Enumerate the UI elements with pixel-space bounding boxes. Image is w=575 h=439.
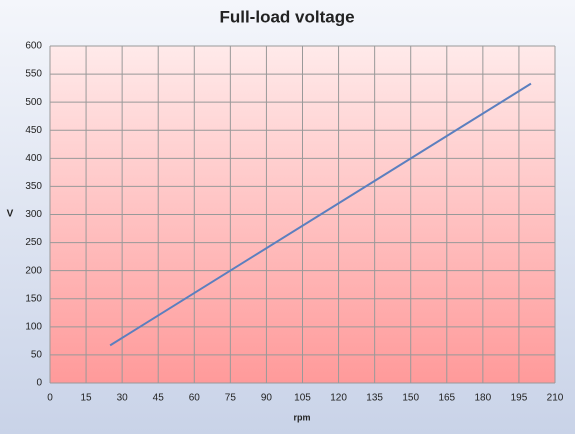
x-tick-label: 210 xyxy=(547,393,564,404)
y-tick-label: 0 xyxy=(36,378,42,389)
y-tick-label: 250 xyxy=(25,237,42,248)
y-tick-label: 200 xyxy=(25,265,42,276)
y-tick-label: 550 xyxy=(25,69,42,80)
x-tick-label: 0 xyxy=(47,393,53,404)
x-tick-label: 195 xyxy=(511,393,528,404)
data-line xyxy=(109,82,532,347)
x-tick-label: 180 xyxy=(475,393,492,404)
x-tick-label: 60 xyxy=(189,393,201,404)
x-tick-label: 150 xyxy=(402,393,419,404)
x-axis-label: rpm xyxy=(293,412,310,422)
y-tick-label: 400 xyxy=(25,153,42,164)
x-tick-label: 120 xyxy=(330,393,347,404)
x-tick-label: 30 xyxy=(117,393,129,404)
y-tick-label: 50 xyxy=(31,350,43,361)
y-tick-label: 150 xyxy=(25,293,42,304)
y-tick-label: 100 xyxy=(25,321,42,332)
chart-title: Full-load voltage xyxy=(219,7,354,26)
x-tick-label: 45 xyxy=(153,393,165,404)
x-tick-label: 105 xyxy=(294,393,311,404)
y-tick-label: 450 xyxy=(25,125,42,136)
y-axis-label: V xyxy=(7,209,14,220)
x-tick-label: 15 xyxy=(81,393,93,404)
x-tick-label: 165 xyxy=(438,393,455,404)
x-tick-label: 90 xyxy=(261,393,273,404)
y-tick-label: 350 xyxy=(25,181,42,192)
x-tick-label: 135 xyxy=(366,393,383,404)
x-tick-label: 75 xyxy=(225,393,237,404)
y-tick-label: 500 xyxy=(25,97,42,108)
y-tick-label: 600 xyxy=(25,41,42,52)
y-tick-label: 300 xyxy=(25,209,42,220)
